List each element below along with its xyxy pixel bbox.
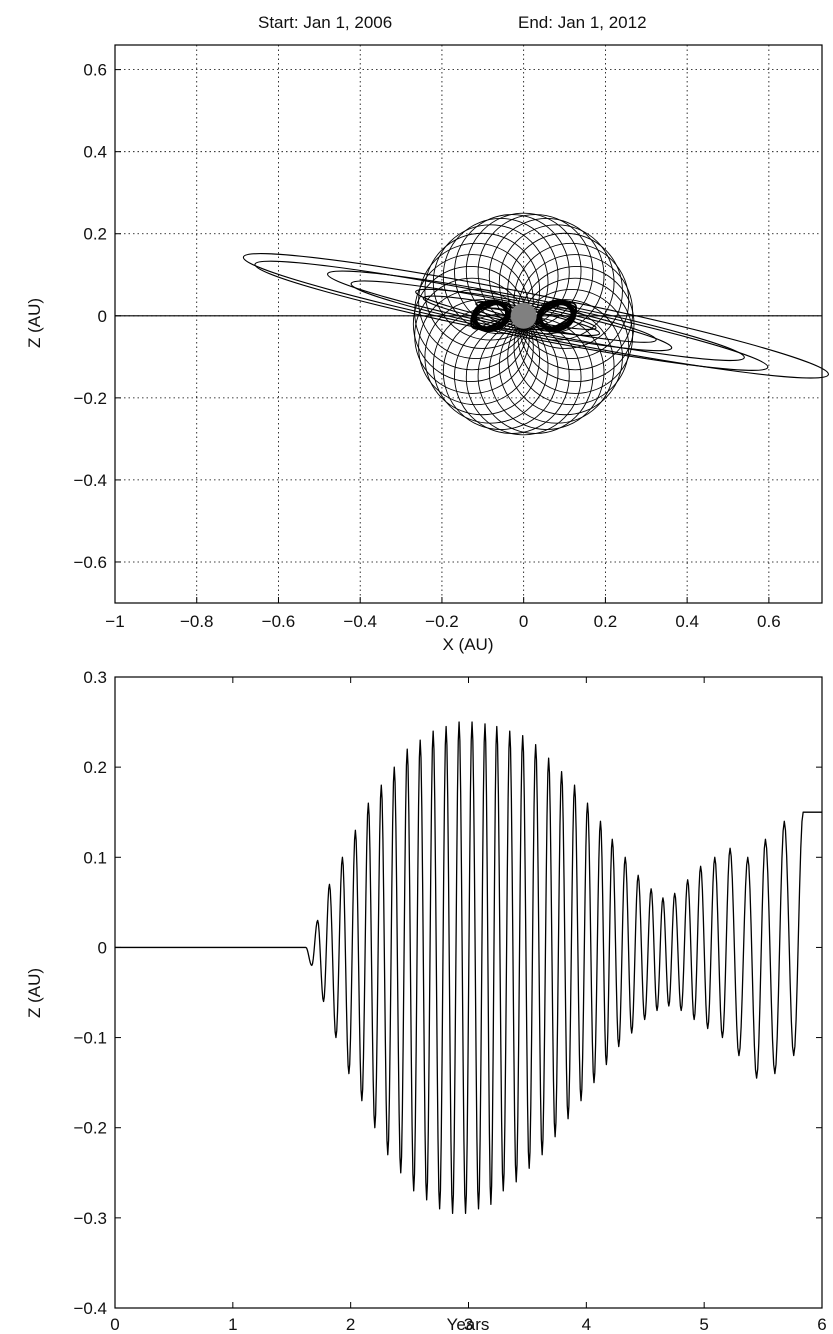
orbit-dense-lobe <box>475 299 507 332</box>
orbit-ticks: −1 −0.8 −0.6 −0.4 −0.2 0 0.2 0.4 0.6 −0.6 −0.4 −0.2… <box>73 61 780 631</box>
zt-y-tick-label: −0.3 <box>73 1209 107 1228</box>
orbit-loop <box>513 289 630 406</box>
orbit-loop <box>513 242 630 359</box>
orbit-x-tick-label: 0.4 <box>675 612 699 631</box>
orbit-x-tick-label: −0.8 <box>180 612 214 631</box>
central-body-marker <box>510 302 537 329</box>
orbit-dense-lobe <box>540 299 573 333</box>
orbit-spiral-ellipse <box>350 280 673 352</box>
zt-series <box>115 721 822 1214</box>
orbit-loop <box>442 218 559 335</box>
orbit-dense-lobe <box>538 301 575 331</box>
orbit-x-tick-label: −0.6 <box>262 612 296 631</box>
zt-x-tick-label: 2 <box>346 1315 355 1334</box>
chart-orbit: −1 −0.8 −0.6 −0.4 −0.2 0 0.2 0.4 0.6 −0.6 −0.4 −0.2… <box>25 44 830 654</box>
orbit-x-tick-label: −1 <box>105 612 124 631</box>
zt-y-tick-label: −0.4 <box>73 1299 107 1318</box>
orbit-loop <box>498 307 615 424</box>
orbit-dense-lobe <box>535 301 577 330</box>
orbit-y-tick-label: −0.4 <box>73 471 107 490</box>
orbit-dense-lobe <box>539 300 573 332</box>
orbit-x-tick-label: 0 <box>519 612 528 631</box>
orbit-y-tick-label: −0.2 <box>73 389 107 408</box>
zt-y-axis-title: Z (AU) <box>25 968 44 1018</box>
orbit-dense-lobe <box>473 301 509 331</box>
start-date: Start: Jan 1, 2006 <box>258 13 392 32</box>
orbit-spiral-ellipse <box>422 295 601 337</box>
orbit-spiral-ellipse <box>415 288 657 343</box>
zt-ticks: 0 1 2 3 4 5 6 −0.4 −0.3 −0.2 −0.1 0 0.1 0.2 0.3 <box>73 668 826 1334</box>
orbit-y-tick-label: −0.6 <box>73 553 107 572</box>
orbit-series <box>115 212 830 436</box>
orbit-dense-lobe <box>470 303 512 329</box>
zt-y-tick-label: −0.1 <box>73 1029 107 1048</box>
orbit-dense-lobe <box>470 303 512 329</box>
zt-y-tick-label: 0.2 <box>83 758 107 777</box>
zt-x-tick-label: 1 <box>228 1315 237 1334</box>
orbit-dense-lobe <box>471 302 511 329</box>
orbit-dense-lobe <box>539 300 574 332</box>
orbit-loop <box>507 299 623 416</box>
zt-x-tick-label: 0 <box>110 1315 119 1334</box>
zt-y-tick-label: 0 <box>98 938 107 957</box>
orbit-dense-lobe <box>470 301 512 330</box>
orbit-x-tick-label: −0.2 <box>425 612 459 631</box>
orbit-dense-lobe <box>474 300 508 332</box>
orbit-spiral-ellipse <box>242 253 830 379</box>
zt-x-tick-label: 3 <box>464 1315 473 1334</box>
orbit-loop <box>424 299 541 416</box>
orbit-dense-lobe <box>540 299 573 332</box>
orbit-y-tick-label: 0 <box>98 307 107 326</box>
end-date: End: Jan 1, 2012 <box>518 13 647 32</box>
orbit-y-tick-label: 0.4 <box>83 143 107 162</box>
orbit-x-axis-title: X (AU) <box>443 635 494 654</box>
orbit-spiral-ellipse <box>327 270 745 362</box>
zt-y-tick-label: −0.2 <box>73 1119 107 1138</box>
orbit-loop <box>418 289 534 406</box>
orbit-x-tick-label: 0.6 <box>757 612 781 631</box>
orbit-axes-box <box>114 44 823 604</box>
orbit-x-tick-label: −0.4 <box>343 612 377 631</box>
orbit-dense-lobe <box>536 303 577 329</box>
zt-y-tick-label: 0.1 <box>83 848 107 867</box>
orbit-x-tick-label: 0.2 <box>594 612 618 631</box>
orbit-dense-lobe <box>475 299 507 333</box>
chart-z-vs-years: 0 1 2 3 4 5 6−0.4−0.3−0.2−0.100.10.20.3 Years … <box>25 668 827 1334</box>
orbit-y-tick-label: 0.6 <box>83 61 107 80</box>
zt-x-tick-label: 5 <box>699 1315 708 1334</box>
orbit-spiral-ellipse <box>254 260 769 371</box>
orbit-dense-lobe <box>535 303 578 329</box>
orbit-y-tick-label: 0.2 <box>83 225 107 244</box>
orbit-dense-lobe <box>474 300 508 332</box>
zt-x-tick-label: 6 <box>817 1315 826 1334</box>
zt-series-line <box>115 721 822 1214</box>
orbit-dense-lobe <box>537 302 576 329</box>
orbit-y-axis-title: Z (AU) <box>25 298 44 348</box>
zt-x-tick-label: 4 <box>582 1315 591 1334</box>
zt-x-axis-title: Years <box>447 1315 490 1334</box>
zt-y-tick-label: 0.3 <box>83 668 107 687</box>
